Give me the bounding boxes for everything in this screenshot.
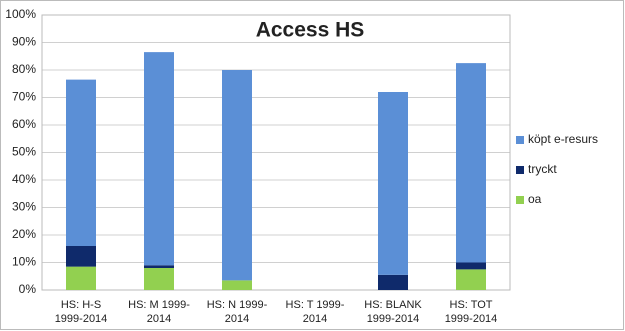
bar-segment — [144, 52, 174, 266]
x-tick-label: HS: M 1999-2014 — [128, 299, 190, 325]
bar-segment — [66, 79, 96, 246]
x-tick-label: HS: N 1999-2014 — [206, 299, 268, 325]
y-tick-label: 90% — [12, 35, 36, 49]
legend-label: tryckt — [528, 162, 557, 176]
bar-segment — [144, 268, 174, 290]
y-tick-label: 40% — [12, 172, 36, 186]
legend-label: köpt e-resurs — [528, 132, 598, 146]
x-tick-label: HS: TOT 1999-2014 — [444, 299, 498, 325]
bar-segment — [66, 266, 96, 290]
y-tick-label: 50% — [12, 145, 36, 159]
legend-swatch — [516, 196, 524, 204]
legend-swatch — [516, 136, 524, 144]
legend-label: oa — [528, 192, 542, 206]
bar-segment — [378, 92, 408, 275]
legend-swatch — [516, 166, 524, 174]
bar-segment — [222, 70, 252, 281]
y-tick-label: 0% — [19, 282, 37, 296]
bar-segment — [456, 63, 486, 263]
bar-segment — [456, 262, 486, 270]
bar-segment — [378, 274, 408, 290]
y-tick-label: 20% — [12, 227, 36, 241]
bar-segment — [222, 280, 252, 290]
y-tick-label: 30% — [12, 200, 36, 214]
plot-frame — [41, 14, 511, 291]
y-tick-label: 10% — [12, 255, 36, 269]
bar-segment — [66, 246, 96, 267]
x-tick-label: HS: T 1999-2014 — [285, 299, 345, 325]
x-tick-label: HS: H-S 1999-2014 — [54, 299, 108, 325]
chart-title: Access HS — [256, 19, 365, 42]
y-tick-label: 80% — [12, 62, 36, 76]
y-tick-label: 60% — [12, 117, 36, 131]
y-tick-label: 100% — [5, 7, 36, 21]
x-tick-label: HS: BLANK 1999-2014 — [364, 299, 422, 325]
bar-segment — [456, 269, 486, 290]
y-tick-label: 70% — [12, 90, 36, 104]
bar-segment — [144, 265, 174, 268]
